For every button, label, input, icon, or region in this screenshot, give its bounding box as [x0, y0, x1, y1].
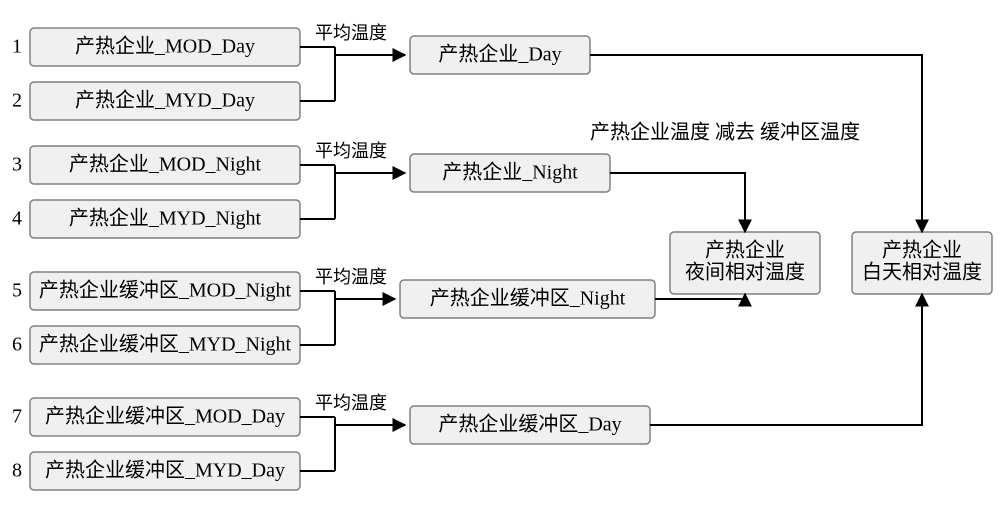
input-box-l2: 产热企业_MYD_Day: [30, 82, 300, 120]
input-box-l7: 产热企业缓冲区_MOD_Day: [30, 398, 300, 436]
input-box-l1: 产热企业_MOD_Day: [30, 28, 300, 66]
input-box-l8: 产热企业缓冲区_MYD_Day: [30, 452, 300, 490]
svg-text:产热企业: 产热企业: [705, 239, 785, 262]
output-day: 产热企业白天相对温度: [852, 232, 992, 294]
row-number: 4: [12, 208, 22, 230]
svg-text:产热企业_MOD_Night: 产热企业_MOD_Night: [69, 153, 262, 176]
note-subtract: 产热企业温度 减去 缓冲区温度: [590, 121, 860, 144]
svg-text:夜间相对温度: 夜间相对温度: [685, 261, 805, 284]
edge-label-avg-temp: 平均温度: [315, 267, 387, 287]
input-box-l3: 产热企业_MOD_Night: [30, 146, 300, 184]
flow-edge: [610, 173, 745, 232]
row-number: 3: [12, 154, 22, 176]
svg-text:产热企业_MOD_Day: 产热企业_MOD_Day: [75, 35, 255, 58]
row-number: 6: [12, 334, 22, 356]
output-night: 产热企业夜间相对温度: [670, 232, 820, 294]
mid-box-m1: 产热企业_Day: [410, 36, 590, 74]
input-box-l4: 产热企业_MYD_Night: [30, 200, 300, 238]
row-number: 2: [12, 90, 22, 112]
mid-box-m2: 产热企业_Night: [410, 154, 610, 192]
input-box-l6: 产热企业缓冲区_MYD_Night: [30, 326, 300, 364]
svg-text:白天相对温度: 白天相对温度: [862, 261, 982, 284]
svg-text:产热企业_MYD_Night: 产热企业_MYD_Night: [69, 207, 262, 230]
svg-text:产热企业缓冲区_MYD_Night: 产热企业缓冲区_MYD_Night: [39, 333, 292, 356]
input-box-l5: 产热企业缓冲区_MOD_Night: [30, 272, 300, 310]
svg-text:产热企业: 产热企业: [882, 239, 962, 262]
svg-text:产热企业_MYD_Day: 产热企业_MYD_Day: [75, 89, 255, 112]
row-number: 1: [12, 36, 22, 58]
svg-text:产热企业_Day: 产热企业_Day: [438, 43, 561, 66]
edge-label-avg-temp: 平均温度: [315, 393, 387, 413]
edge-label-avg-temp: 平均温度: [315, 23, 387, 43]
edge-label-avg-temp: 平均温度: [315, 141, 387, 161]
mid-box-m3: 产热企业缓冲区_Night: [400, 280, 655, 318]
svg-text:产热企业缓冲区_MOD_Night: 产热企业缓冲区_MOD_Night: [39, 279, 292, 302]
row-number: 7: [12, 406, 22, 428]
mid-box-m4: 产热企业缓冲区_Day: [410, 406, 650, 444]
row-number: 5: [12, 280, 22, 302]
row-number: 8: [12, 460, 22, 482]
svg-text:产热企业缓冲区_MOD_Day: 产热企业缓冲区_MOD_Day: [45, 405, 285, 428]
svg-text:产热企业_Night: 产热企业_Night: [442, 161, 578, 184]
svg-text:产热企业缓冲区_Night: 产热企业缓冲区_Night: [430, 287, 626, 310]
svg-text:产热企业缓冲区_Day: 产热企业缓冲区_Day: [438, 413, 621, 436]
svg-text:产热企业缓冲区_MYD_Day: 产热企业缓冲区_MYD_Day: [45, 459, 285, 482]
flow-edge: [650, 294, 922, 425]
